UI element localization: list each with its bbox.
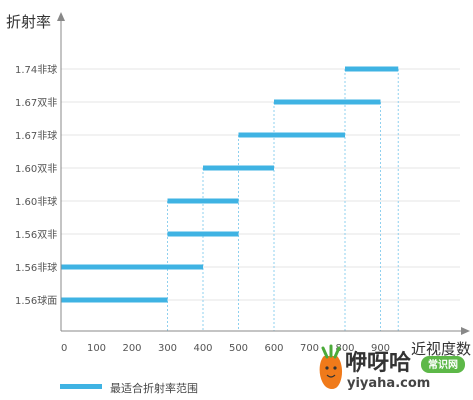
x-tick-labels: 0 100 200 300 400 500 600 700 800 900 <box>61 343 390 354</box>
watermark-badge <box>421 356 465 373</box>
x-tick-label: 0 <box>61 343 67 354</box>
y-tick-label: 1.60非球 <box>15 195 57 208</box>
x-tick-label: 100 <box>87 343 106 354</box>
site-watermark: 咿呀哈 常识网 yiyaha.com <box>319 344 465 391</box>
range-bar <box>274 99 381 105</box>
y-tick-labels: 1.56球面 1.56非球 1.56双非 1.60非球 1.60双非 1.67非球 1.67… <box>15 63 57 307</box>
range-bar <box>61 264 203 270</box>
watermark-url: yiyaha.com <box>347 376 430 391</box>
x-tick-label: 200 <box>122 343 141 354</box>
y-tick-label: 1.74非球 <box>15 63 57 76</box>
range-bar <box>345 66 399 72</box>
range-bar <box>167 231 239 237</box>
watermark-brand: 咿呀哈 <box>345 350 411 376</box>
range-bar <box>167 198 239 204</box>
range-bar <box>203 165 274 171</box>
range-bar <box>238 132 345 138</box>
x-tick-label: 800 <box>335 343 354 354</box>
x-axis-arrow <box>461 327 470 335</box>
range-bars <box>61 66 399 303</box>
x-axis-title: 近视度数 <box>411 340 471 358</box>
legend-swatch <box>60 384 102 389</box>
x-tick-label: 400 <box>193 343 212 354</box>
x-tick-label: 500 <box>229 343 248 354</box>
legend: 最适合折射率范围 <box>60 381 198 395</box>
y-axis-title: 折射率 <box>6 13 51 31</box>
x-tick-label: 700 <box>300 343 319 354</box>
legend-label: 最适合折射率范围 <box>110 381 198 395</box>
watermark-badge-text: 常识网 <box>428 358 458 371</box>
y-tick-label: 1.67双非 <box>15 97 57 109</box>
range-bar <box>61 297 168 303</box>
y-tick-label: 1.56球面 <box>15 294 57 307</box>
carrot-mascot-icon <box>319 344 343 389</box>
y-tick-label: 1.56双非 <box>15 229 57 241</box>
y-tick-label: 1.60双非 <box>15 163 57 175</box>
x-tick-label: 900 <box>371 343 390 354</box>
x-tick-label: 300 <box>158 343 177 354</box>
x-tick-label: 600 <box>264 343 283 354</box>
y-axis-arrow <box>57 12 65 21</box>
y-tick-label: 1.56非球 <box>15 261 57 274</box>
y-tick-label: 1.67非球 <box>15 129 57 142</box>
